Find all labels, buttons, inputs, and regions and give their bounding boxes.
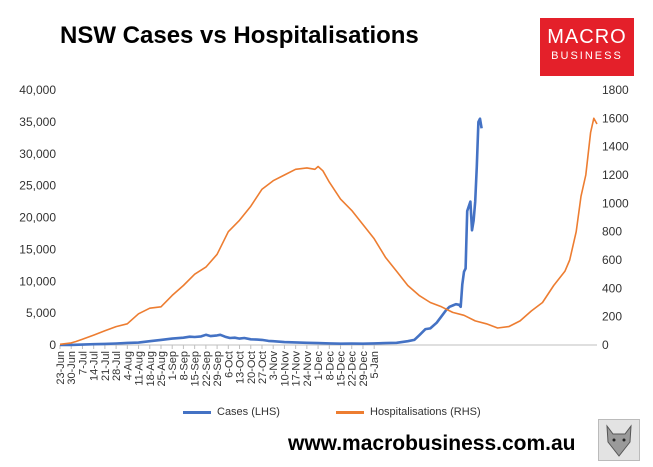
x-tick-label: 11-Aug bbox=[134, 351, 146, 386]
y-left-tick-label: 15,000 bbox=[19, 242, 56, 256]
y-right-tick-label: 400 bbox=[602, 281, 622, 295]
y-right-tick-label: 0 bbox=[602, 338, 609, 352]
x-tick-label: 1-Dec bbox=[313, 351, 325, 381]
y-left-tick-label: 0 bbox=[49, 338, 56, 352]
y-left-tick-label: 30,000 bbox=[19, 147, 56, 161]
legend-hospitalisations-label: Hospitalisations (RHS) bbox=[370, 406, 481, 418]
y-left-tick-label: 35,000 bbox=[19, 115, 56, 129]
x-tick-label: 23-Jun bbox=[55, 351, 67, 385]
logo-line2: BUSINESS bbox=[551, 50, 623, 62]
wolf-logo-icon bbox=[598, 419, 640, 461]
logo-line1: MACRO bbox=[547, 26, 627, 48]
chart-title: NSW Cases vs Hospitalisations bbox=[60, 22, 419, 49]
x-tick-label: 17-Nov bbox=[291, 351, 303, 387]
legend-hosp-swatch bbox=[336, 410, 364, 414]
legend-hospitalisations: Hospitalisations (RHS) bbox=[336, 406, 481, 418]
y-right-tick-label: 1800 bbox=[602, 83, 629, 97]
x-tick-label: 6-Oct bbox=[223, 351, 235, 378]
y-left-tick-label: 25,000 bbox=[19, 179, 56, 193]
y-right-tick-label: 200 bbox=[602, 310, 622, 324]
x-tick-label: 29-Dec bbox=[358, 351, 370, 387]
x-tick-label: 15-Sep bbox=[190, 351, 202, 386]
x-tick-label: 5-Jan bbox=[369, 351, 381, 379]
x-tick-label: 15-Dec bbox=[336, 351, 348, 387]
legend-cases: Cases (LHS) bbox=[183, 406, 280, 418]
x-tick-label: 25-Aug bbox=[156, 351, 168, 386]
hospitalisations-series-line bbox=[59, 117, 598, 346]
x-tick-label: 8-Sep bbox=[178, 351, 190, 380]
y-right-tick-label: 800 bbox=[602, 225, 622, 239]
x-tick-label: 22-Dec bbox=[347, 351, 359, 387]
y-left-tick-label: 40,000 bbox=[19, 83, 56, 97]
y-right-tick-label: 1000 bbox=[602, 196, 629, 210]
x-tick-label: 1-Sep bbox=[167, 351, 179, 380]
y-left-tick-label: 5,000 bbox=[26, 306, 56, 320]
x-tick-label: 21-Jul bbox=[100, 351, 112, 381]
x-tick-label: 27-Oct bbox=[257, 351, 269, 384]
x-tick-label: 3-Nov bbox=[268, 351, 280, 381]
y-right-tick-label: 600 bbox=[602, 253, 622, 267]
y-left-tick-label: 20,000 bbox=[19, 211, 56, 225]
legend-cases-label: Cases (LHS) bbox=[217, 406, 280, 418]
x-tick-label: 8-Dec bbox=[324, 351, 336, 381]
website-url[interactable]: www.macrobusiness.com.au bbox=[288, 432, 576, 455]
y-left-tick-label: 10,000 bbox=[19, 274, 56, 288]
y-right-tick-label: 1200 bbox=[602, 168, 629, 182]
x-tick-label: 14-Jul bbox=[89, 351, 101, 381]
x-tick-label: 28-Jul bbox=[111, 351, 123, 381]
cases-series-line bbox=[60, 117, 483, 347]
x-tick-label: 20-Oct bbox=[246, 351, 258, 384]
x-tick-label: 24-Nov bbox=[302, 351, 314, 387]
x-tick-label: 30-Jun bbox=[66, 351, 78, 385]
x-tick-label: 10-Nov bbox=[279, 351, 291, 387]
x-tick-label: 22-Sep bbox=[201, 351, 213, 386]
x-tick-label: 13-Oct bbox=[235, 351, 247, 384]
x-tick-label: 4-Aug bbox=[122, 351, 134, 380]
macrobusiness-logo: MACRO BUSINESS bbox=[540, 18, 634, 76]
legend-cases-swatch bbox=[183, 410, 211, 414]
x-tick-label: 29-Sep bbox=[212, 351, 224, 386]
y-right-tick-label: 1400 bbox=[602, 140, 629, 154]
x-tick-label: 18-Aug bbox=[145, 351, 157, 386]
x-tick-label: 7-Jul bbox=[77, 351, 89, 375]
y-right-tick-label: 1600 bbox=[602, 111, 629, 125]
